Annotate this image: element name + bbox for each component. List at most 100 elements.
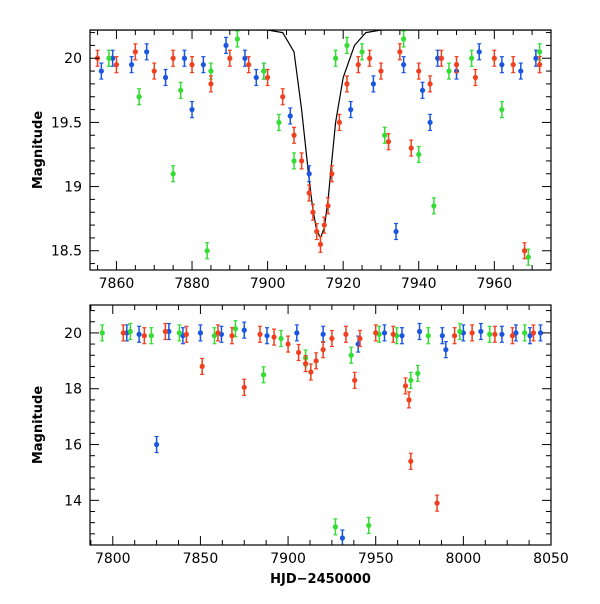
data-point-blue xyxy=(154,435,160,454)
data-point-blue xyxy=(128,56,135,74)
data-point-blue xyxy=(180,327,186,345)
y-tick-label: 20 xyxy=(64,326,82,342)
data-point-red xyxy=(162,322,168,341)
data-point-green xyxy=(366,516,372,535)
data-point-red xyxy=(113,56,120,74)
data-point-red xyxy=(336,113,342,132)
plot-area-top xyxy=(90,30,551,266)
data-point-green xyxy=(99,324,105,342)
data-point-blue xyxy=(476,43,482,61)
data-point-red xyxy=(472,68,479,87)
data-point-green xyxy=(278,329,284,348)
data-point-red xyxy=(299,152,305,170)
data-point-red xyxy=(416,62,422,80)
data-point-blue xyxy=(478,322,484,341)
data-point-blue xyxy=(499,56,505,74)
x-tick-label: 8050 xyxy=(533,551,569,567)
data-point-red xyxy=(453,56,460,74)
x-tick-label: 7940 xyxy=(401,276,437,292)
y-tick-label: 19.5 xyxy=(51,115,82,131)
data-point-red xyxy=(208,75,214,93)
data-point-blue xyxy=(253,68,259,87)
data-point-red xyxy=(385,133,392,151)
data-point-green xyxy=(359,43,365,61)
data-point-red xyxy=(306,184,312,202)
data-point-blue xyxy=(181,49,188,67)
data-point-green xyxy=(415,364,421,382)
data-point-red xyxy=(120,324,126,342)
data-point-red xyxy=(325,197,331,215)
data-point-red xyxy=(373,324,379,342)
data-point-red xyxy=(406,391,412,409)
data-point-red xyxy=(291,126,297,144)
data-point-green xyxy=(469,49,475,67)
x-tick-label: 7960 xyxy=(476,276,512,292)
y-tick-label: 14 xyxy=(64,493,82,509)
data-point-red xyxy=(509,327,516,345)
x-tick-label: 8000 xyxy=(446,551,482,567)
data-point-red xyxy=(246,56,252,74)
data-point-blue xyxy=(110,49,116,67)
data-point-green xyxy=(431,197,437,215)
data-point-blue xyxy=(264,327,270,345)
data-point-blue xyxy=(306,165,312,183)
data-point-blue xyxy=(320,325,326,343)
y-axis-label: Magnitude xyxy=(31,111,46,190)
data-point-red xyxy=(408,139,414,157)
data-point-red xyxy=(357,329,363,348)
data-point-blue xyxy=(419,81,426,99)
data-point-red xyxy=(227,49,233,67)
data-point-blue xyxy=(393,222,399,241)
data-point-blue xyxy=(370,75,377,93)
data-point-red xyxy=(510,56,516,74)
data-point-red xyxy=(321,216,327,234)
data-point-red xyxy=(352,371,358,389)
data-point-green xyxy=(344,36,350,55)
data-point-green xyxy=(499,100,505,119)
data-point-blue xyxy=(527,327,533,345)
y-tick-label: 18 xyxy=(64,382,82,398)
data-point-green xyxy=(148,327,154,345)
data-point-red xyxy=(170,49,176,67)
x-tick-label: 7850 xyxy=(183,551,219,567)
data-point-blue xyxy=(189,100,195,119)
x-axis-label: HJD−2450000 xyxy=(270,572,371,587)
plot-frame-bottom xyxy=(89,304,552,546)
data-point-red xyxy=(314,222,320,241)
data-point-red xyxy=(320,341,326,359)
data-point-red xyxy=(343,325,349,343)
data-point-red xyxy=(367,49,373,67)
data-point-red xyxy=(537,56,543,74)
data-point-blue xyxy=(513,324,519,342)
x-tick-label: 7920 xyxy=(325,276,361,292)
data-point-blue xyxy=(223,36,229,55)
y-tick-label: 16 xyxy=(64,438,82,454)
data-point-green xyxy=(136,88,142,106)
data-point-blue xyxy=(162,68,169,87)
x-tick-label: 7950 xyxy=(358,551,394,567)
plot-frame-top xyxy=(89,29,552,271)
data-point-green xyxy=(416,145,422,164)
x-tick-label: 7900 xyxy=(250,276,286,292)
data-point-green xyxy=(211,327,218,345)
data-point-blue xyxy=(348,100,354,119)
data-point-red xyxy=(530,324,537,342)
data-point-blue xyxy=(294,324,300,342)
x-tick-label: 7800 xyxy=(95,551,131,567)
data-point-red xyxy=(183,325,190,343)
data-point-red xyxy=(402,377,409,395)
panel-top: 7860 7880 7900 7920 7940 7960 18.5 19 19.5 20 Magn… xyxy=(31,29,552,292)
x-tick-label: 7880 xyxy=(174,276,210,292)
data-point-red xyxy=(469,324,475,342)
data-point-red xyxy=(151,62,157,80)
data-point-blue xyxy=(443,341,449,359)
data-point-blue xyxy=(381,324,388,342)
data-point-blue xyxy=(136,325,142,343)
data-point-green xyxy=(106,49,112,67)
y-tick-label: 18.5 xyxy=(51,244,82,260)
data-point-red xyxy=(280,88,286,106)
data-point-blue xyxy=(399,327,405,345)
plot-area-bottom xyxy=(99,320,544,545)
data-point-blue xyxy=(287,107,293,125)
